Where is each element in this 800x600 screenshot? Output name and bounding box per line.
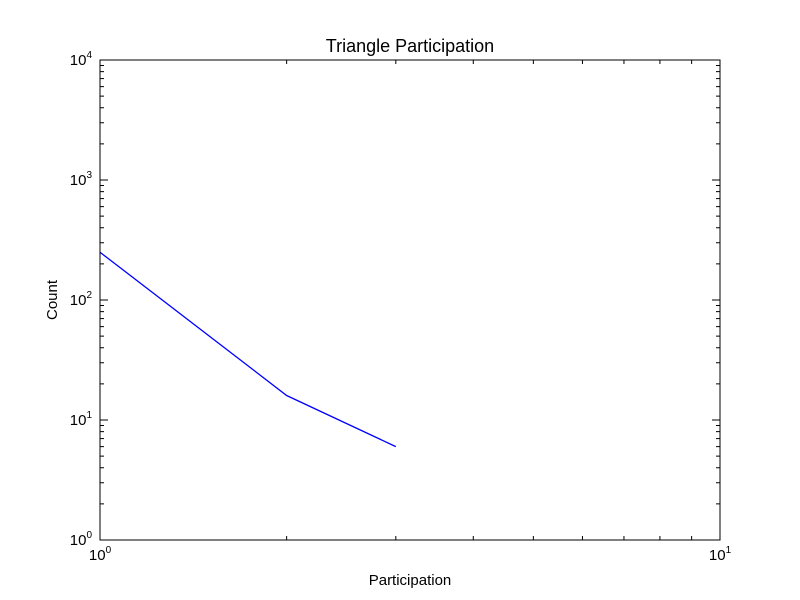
plot-frame (99, 59, 721, 541)
y-tick-label: 102 (70, 290, 93, 309)
y-tick-label: 103 (70, 170, 93, 189)
x-tick-label: 100 (89, 545, 112, 564)
y-tick-label: 104 (70, 50, 93, 69)
x-axis-label: Participation (369, 572, 452, 589)
chart-title: Triangle Participation (326, 36, 494, 56)
series-line-0 (99, 251, 397, 448)
y-tick-label: 100 (70, 530, 93, 549)
plot-area: 100 101 100 101 102 103 104 (70, 50, 732, 564)
x-tick-label: 101 (709, 545, 732, 564)
y-axis-label: Count (44, 279, 61, 320)
y-tick-label: 101 (70, 410, 93, 429)
